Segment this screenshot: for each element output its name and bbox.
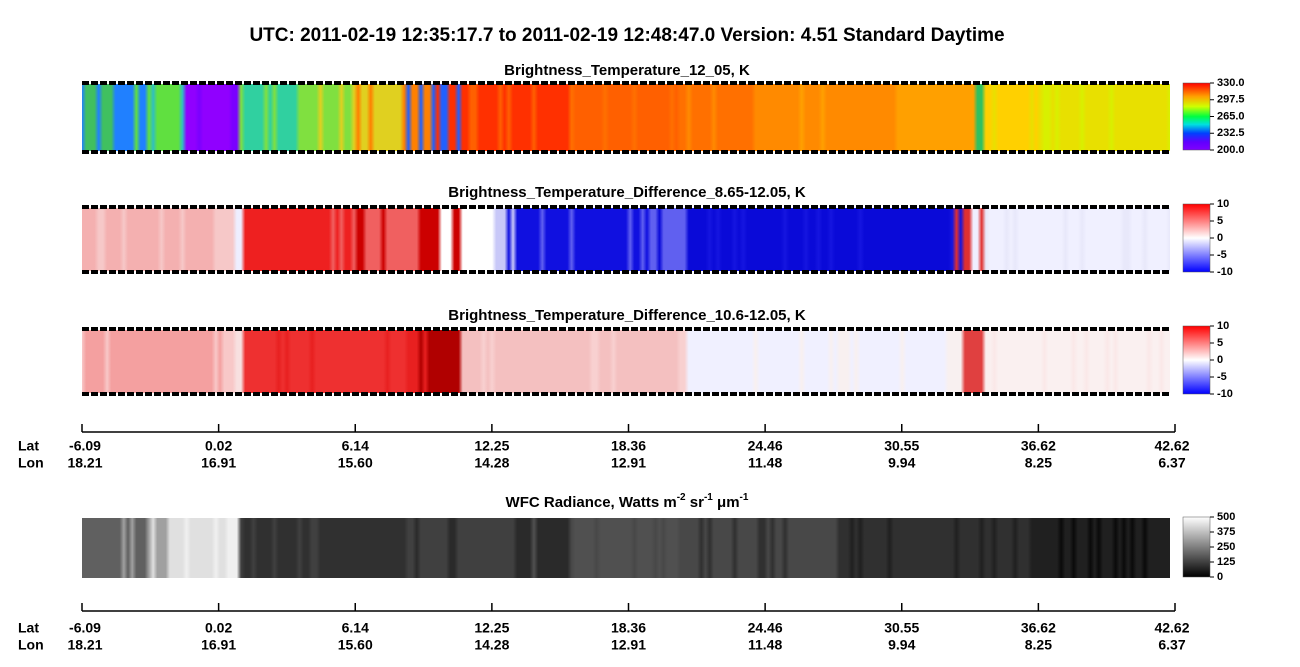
colorbar-label: 125: [1217, 556, 1235, 568]
lon-name: Lon: [18, 637, 44, 653]
colorbar-label: 10: [1217, 320, 1229, 332]
panel-title: Brightness_Temperature_Difference_10.6-1…: [448, 307, 806, 324]
title-part: -1: [704, 492, 713, 503]
lon-label: 15.60: [338, 637, 373, 653]
lon-label: 12.91: [611, 455, 646, 471]
lat-label: 6.14: [342, 438, 369, 454]
lon-label: 12.91: [611, 637, 646, 653]
swath-image: [82, 518, 1170, 578]
colorbar: [1182, 203, 1211, 273]
colorbar-label: 500: [1217, 511, 1235, 523]
title-part: Brightness_Temperature_Difference_8.65-1…: [448, 184, 806, 201]
lat-label: 12.25: [474, 620, 509, 636]
colorbar-label: -5: [1217, 371, 1227, 383]
lon-label: 6.37: [1158, 455, 1185, 471]
lon-label: 8.25: [1025, 637, 1052, 653]
lat-label: 0.02: [205, 438, 232, 454]
lat-label: 6.14: [342, 620, 369, 636]
colorbar-label: 200.0: [1217, 144, 1245, 156]
title-part: -2: [677, 492, 686, 503]
lon-name: Lon: [18, 455, 44, 471]
lon-label: 9.94: [888, 637, 915, 653]
colorbar-label: 0: [1217, 232, 1223, 244]
lon-label: 11.48: [748, 455, 782, 471]
lat-label: 30.55: [884, 620, 919, 636]
colorbar: [1182, 516, 1211, 578]
title-part: -1: [740, 492, 749, 503]
title-part: μm: [713, 494, 740, 511]
lon-label: 16.91: [201, 637, 236, 653]
lon-label: 15.60: [338, 455, 373, 471]
lat-label: 0.02: [205, 620, 232, 636]
title-part: Brightness_Temperature_Difference_10.6-1…: [448, 307, 806, 324]
lat-label: 30.55: [884, 438, 919, 454]
colorbar-label: 330.0: [1217, 77, 1245, 89]
lat-label: 12.25: [474, 438, 509, 454]
colorbar-label: 0: [1217, 354, 1223, 366]
lon-label: 6.37: [1158, 637, 1185, 653]
lon-label: 8.25: [1025, 455, 1052, 471]
title-part: WFC Radiance, Watts m: [506, 494, 677, 511]
panel-title: Brightness_Temperature_12_05, K: [504, 62, 750, 79]
swath-image: [82, 84, 1170, 151]
colorbar-label: -5: [1217, 249, 1227, 261]
lat-label: -6.09: [69, 620, 101, 636]
title-part: Brightness_Temperature_12_05, K: [504, 62, 750, 79]
panel-title: WFC Radiance, Watts m-2 sr-1 μm-1: [506, 492, 749, 511]
swath-image: [82, 208, 1170, 271]
lat-name: Lat: [18, 620, 39, 636]
colorbar-label: -10: [1217, 266, 1233, 278]
colorbar-label: 250: [1217, 541, 1235, 553]
colorbar-label: 10: [1217, 198, 1229, 210]
lon-label: 9.94: [888, 455, 915, 471]
lat-label: -6.09: [69, 438, 101, 454]
lon-label: 11.48: [748, 637, 782, 653]
swath-image: [82, 330, 1170, 393]
lon-label: 14.28: [474, 637, 509, 653]
lat-label: 18.36: [611, 438, 646, 454]
colorbar: [1182, 82, 1211, 151]
lat-label: 42.62: [1154, 438, 1189, 454]
page-title: UTC: 2011-02-19 12:35:17.7 to 2011-02-19…: [249, 25, 1004, 46]
lat-label: 24.46: [748, 438, 783, 454]
colorbar-label: 5: [1217, 215, 1223, 227]
colorbar-label: 5: [1217, 337, 1223, 349]
colorbar-label: 0: [1217, 571, 1223, 583]
lon-label: 18.21: [67, 455, 102, 471]
panel-title: Brightness_Temperature_Difference_8.65-1…: [448, 184, 806, 201]
lon-label: 14.28: [474, 455, 509, 471]
colorbar: [1182, 325, 1211, 395]
lat-label: 42.62: [1154, 620, 1189, 636]
lat-name: Lat: [18, 438, 39, 454]
lat-label: 36.62: [1021, 620, 1056, 636]
lon-label: 16.91: [201, 455, 236, 471]
lat-label: 18.36: [611, 620, 646, 636]
lat-label: 36.62: [1021, 438, 1056, 454]
colorbar-label: 232.5: [1217, 127, 1245, 139]
colorbar-label: -10: [1217, 388, 1233, 400]
lat-label: 24.46: [748, 620, 783, 636]
colorbar-label: 375: [1217, 526, 1235, 538]
colorbar-label: 297.5: [1217, 94, 1245, 106]
title-part: sr: [686, 494, 705, 511]
lon-label: 18.21: [67, 637, 102, 653]
colorbar-label: 265.0: [1217, 110, 1245, 122]
